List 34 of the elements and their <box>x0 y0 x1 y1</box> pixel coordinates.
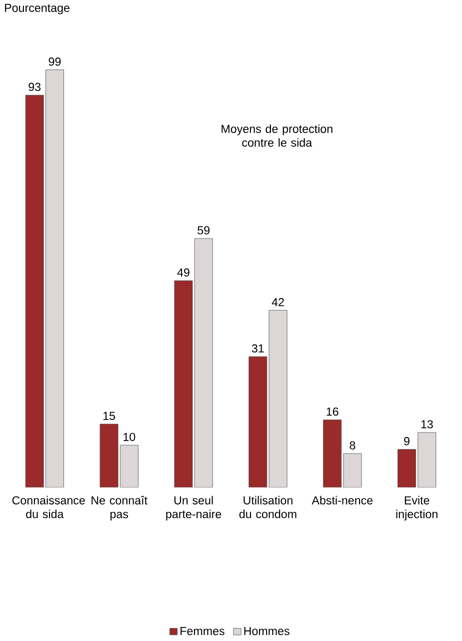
data-label: 31 <box>252 344 264 352</box>
bar <box>343 453 362 488</box>
data-label: 49 <box>178 268 190 277</box>
bar <box>248 356 268 488</box>
data-label: 10 <box>124 432 136 442</box>
x-tick-label: Connaissance du sida <box>12 496 86 518</box>
data-label: 15 <box>104 412 116 420</box>
data-label: 42 <box>272 298 284 306</box>
legend-label: Femmes <box>180 627 225 636</box>
x-tick-label: Absti-nence <box>312 496 373 504</box>
bar <box>174 280 193 488</box>
x-tick-label: Un seul parte-naire <box>166 496 222 520</box>
bar <box>26 94 44 488</box>
bar <box>120 444 139 488</box>
bar <box>269 310 288 488</box>
data-label: 9 <box>404 437 410 446</box>
bar <box>398 449 416 488</box>
bar <box>323 420 342 488</box>
bar <box>418 432 436 488</box>
y-axis-title: Pourcentage <box>5 4 70 14</box>
data-label: 99 <box>49 58 61 66</box>
x-tick-label: Ne connaît pas <box>92 496 148 521</box>
bar <box>194 238 214 488</box>
bar <box>100 424 118 488</box>
data-label: 8 <box>350 441 356 450</box>
x-tick-label: Evite injection <box>396 496 438 520</box>
data-label: 13 <box>422 420 434 428</box>
annotation: Moyens de protection contre le sida <box>222 124 333 147</box>
data-label: 16 <box>326 408 339 416</box>
x-tick-label: Utilisation du condom <box>240 496 297 518</box>
data-label: 59 <box>198 226 210 234</box>
legend-label: Hommes <box>244 627 290 636</box>
data-label: 93 <box>28 82 41 92</box>
bar <box>46 70 64 488</box>
